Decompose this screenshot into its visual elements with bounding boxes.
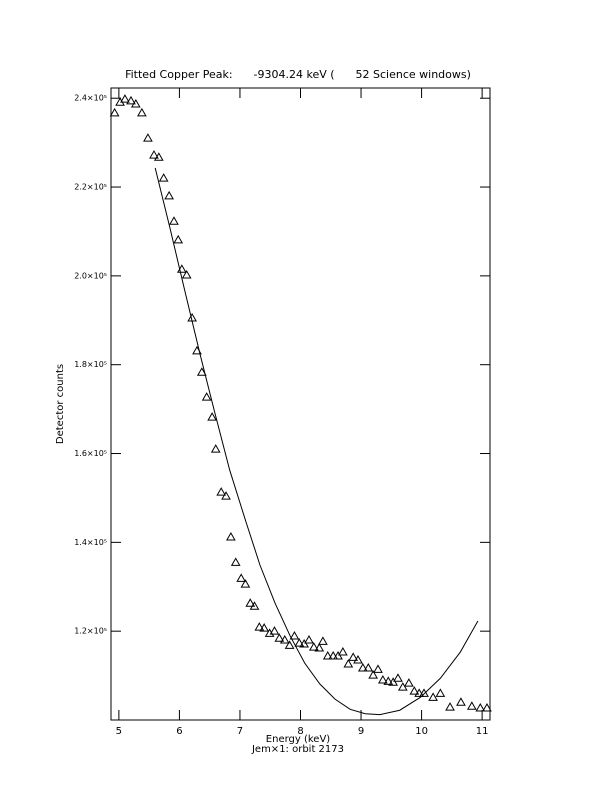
data-point — [322, 651, 333, 660]
data-point — [221, 491, 231, 500]
data-point — [181, 269, 192, 279]
data-point — [353, 655, 363, 664]
data-point — [137, 107, 147, 117]
data-point — [164, 190, 174, 200]
data-point — [328, 651, 339, 660]
data-point — [348, 652, 359, 661]
data-point — [318, 636, 328, 645]
data-point — [143, 133, 153, 142]
data-point — [249, 601, 260, 610]
data-point — [284, 640, 295, 649]
data-point — [210, 444, 221, 453]
y-tick-label: 1.2×10⁵ — [74, 627, 107, 636]
data-point — [230, 557, 241, 566]
data-point — [466, 701, 477, 710]
data-point — [126, 95, 136, 105]
x-tick-label: 7 — [237, 726, 243, 737]
x-tick-label: 5 — [116, 726, 122, 737]
data-point — [245, 598, 256, 607]
x-axis-label: Energy (keV) — [266, 734, 331, 745]
data-point — [216, 487, 227, 496]
data-point — [274, 633, 285, 642]
data-point — [289, 631, 300, 640]
chart-title: Fitted Copper Peak: -9304.24 keV ( 52 Sc… — [125, 68, 471, 81]
data-point — [236, 573, 247, 582]
data-point — [383, 676, 394, 685]
y-tick-label: 1.6×10⁵ — [74, 449, 107, 458]
data-point — [269, 626, 280, 635]
data-point — [404, 678, 414, 687]
x-tick-label: 10 — [415, 726, 428, 737]
data-point — [173, 234, 184, 244]
subtitle: Jem×1: orbit 2173 — [251, 744, 344, 755]
x-tick-label: 6 — [176, 726, 182, 737]
data-point — [279, 635, 290, 644]
data-point — [130, 98, 141, 108]
data-point — [294, 638, 305, 647]
data-point — [435, 688, 446, 697]
data-point — [153, 152, 164, 161]
data-point — [109, 107, 120, 117]
data-point — [419, 688, 429, 697]
data-point — [373, 664, 383, 673]
data-point — [158, 173, 169, 182]
y-tick-label: 2.4×10⁵ — [74, 94, 107, 103]
y-tick-label: 1.4×10⁵ — [74, 538, 107, 547]
data-point — [304, 635, 314, 644]
y-tick-label: 2.0×10⁵ — [74, 271, 107, 280]
x-tick-label: 8 — [297, 726, 303, 737]
plot-frame — [110, 87, 491, 721]
data-point — [343, 659, 354, 668]
data-point — [308, 642, 319, 651]
data-point — [169, 216, 179, 225]
y-axis-label: Detector counts — [55, 364, 66, 444]
data-point — [414, 688, 425, 697]
data-point — [254, 622, 265, 631]
data-point — [120, 94, 130, 103]
x-tick-label: 9 — [358, 726, 364, 737]
fit-curve — [154, 167, 479, 716]
data-point — [226, 532, 236, 541]
data-point — [445, 702, 455, 711]
data-point — [314, 643, 325, 652]
data-point — [475, 703, 486, 712]
data-point — [393, 673, 403, 682]
y-tick-label: 2.2×10⁵ — [74, 183, 107, 192]
data-point — [201, 392, 212, 401]
data-point — [456, 697, 466, 706]
data-point — [259, 623, 270, 632]
x-tick-label: 11 — [476, 726, 489, 737]
data-point — [240, 579, 251, 588]
data-point — [377, 675, 388, 684]
data-point — [338, 647, 348, 656]
data-point — [207, 412, 217, 421]
data-point — [196, 367, 207, 376]
data-point — [409, 686, 420, 695]
y-tick-label: 1.8×10⁵ — [74, 360, 107, 369]
data-point — [482, 703, 492, 712]
data-point — [149, 150, 159, 159]
data-point — [368, 670, 379, 679]
data-point — [428, 692, 438, 701]
data-point — [363, 663, 374, 672]
data-point — [357, 663, 368, 672]
